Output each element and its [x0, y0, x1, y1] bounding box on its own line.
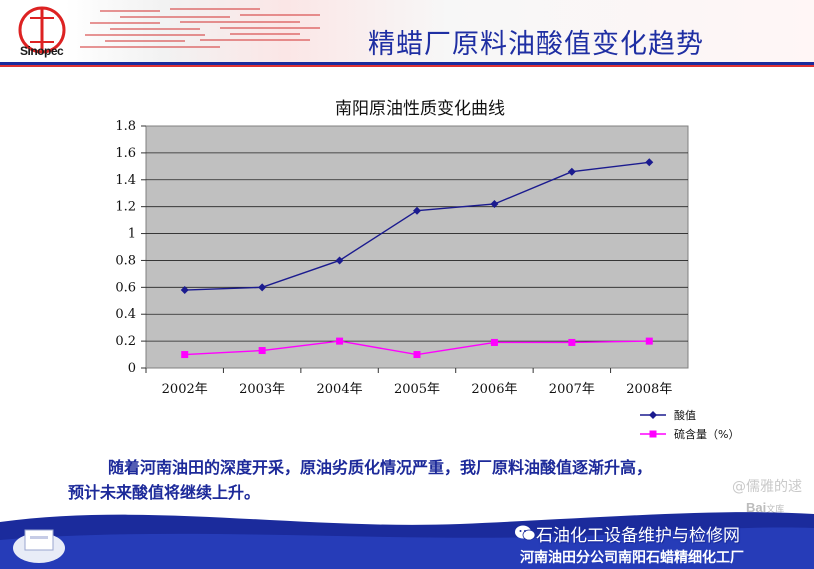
- y-tick-label: 0.2: [115, 334, 136, 349]
- data-point-2: [568, 338, 576, 346]
- footer-brand: 石油化工设备维护与检修网: [508, 521, 740, 546]
- baidu-text: Bai: [746, 500, 767, 515]
- header-decoration: [80, 8, 320, 48]
- sinopec-logo: [18, 6, 66, 54]
- page-title: 精蜡厂原料油酸值变化趋势: [368, 29, 704, 60]
- x-tick-label: 2008年: [626, 382, 672, 397]
- x-tick-label: 2003年: [239, 382, 285, 397]
- conclusion-line-2: 预计未来酸值将继续上升。: [68, 483, 261, 502]
- acid-value-line-chart: 南阳原油性质变化曲线 0 0.2 0.4 0.6 0.8 1 1.2 1.4 1.6 1.8 20…: [115, 99, 739, 441]
- series-group: [180, 158, 654, 359]
- legend-label: 酸值: [674, 408, 696, 422]
- header-banner: Sinopec 精蜡厂原料油酸值变化趋势: [0, 0, 814, 68]
- x-tick-label: 2007年: [549, 382, 595, 397]
- baidu-watermark: Bai文库: [746, 500, 784, 515]
- logo-text: Sinopec: [20, 44, 64, 58]
- y-tick-label: 0.4: [115, 307, 136, 322]
- x-tick-label: 2002年: [162, 382, 208, 397]
- header-divider: [0, 62, 814, 65]
- x-tick-label: 2004年: [317, 382, 363, 397]
- y-tick-label: 1.6: [115, 146, 136, 161]
- data-point-1: [258, 283, 267, 292]
- y-tick-label: 1.4: [115, 173, 136, 188]
- footer-org: 河南油田分公司南阳石蜡精细化工厂: [520, 550, 744, 566]
- conclusion-line-1: 随着河南油田的深度开采，原油劣质化情况严重，我厂原料油酸值逐渐升高，: [108, 458, 653, 477]
- header-divider-accent: [0, 65, 814, 67]
- x-axis-ticks: 2002年 2003年 2004年 2005年 2006年 2007年 2008年: [145, 368, 672, 397]
- y-tick-label: 1.8: [115, 119, 136, 134]
- y-tick-label: 0.8: [115, 253, 136, 268]
- data-point-1: [645, 158, 654, 167]
- y-axis-ticks: 0 0.2 0.4 0.6 0.8 1 1.2 1.4 1.6 1.8: [115, 119, 146, 376]
- x-tick-label: 2006年: [471, 382, 517, 397]
- wechat-icon: [515, 525, 536, 541]
- baidu-suffix: 文库: [766, 504, 785, 514]
- data-point-2: [490, 338, 498, 346]
- y-tick-label: 1: [128, 227, 136, 242]
- data-point-1: [567, 167, 576, 176]
- plot-area: [145, 125, 689, 369]
- data-point-2: [645, 337, 653, 345]
- legend-label: 硫含量（%）: [674, 427, 739, 441]
- author-watermark: @儒雅的逑: [732, 479, 802, 495]
- footer-logo: [13, 529, 65, 563]
- data-point-1: [490, 199, 499, 208]
- data-point-1: [180, 286, 189, 295]
- data-point-1: [335, 256, 344, 265]
- data-point-2: [413, 351, 421, 359]
- conclusion-text: 随着河南油田的深度开采，原油劣质化情况严重，我厂原料油酸值逐渐升高， 预计未来酸…: [68, 455, 768, 505]
- chart-title: 南阳原油性质变化曲线: [335, 99, 505, 119]
- footer-banner: [0, 512, 814, 569]
- data-point-2: [336, 337, 344, 345]
- data-point-1: [413, 206, 421, 215]
- legend-marker: [649, 430, 657, 438]
- gridlines: [146, 152, 688, 342]
- y-tick-label: 0: [128, 361, 136, 376]
- data-point-2: [258, 347, 266, 355]
- x-tick-label: 2005年: [394, 382, 440, 397]
- legend-marker: [649, 411, 657, 419]
- y-tick-label: 1.2: [115, 200, 136, 215]
- y-tick-label: 0.6: [115, 280, 136, 295]
- data-point-2: [181, 351, 189, 359]
- footer-brand-text: 石油化工设备维护与检修网: [536, 526, 740, 546]
